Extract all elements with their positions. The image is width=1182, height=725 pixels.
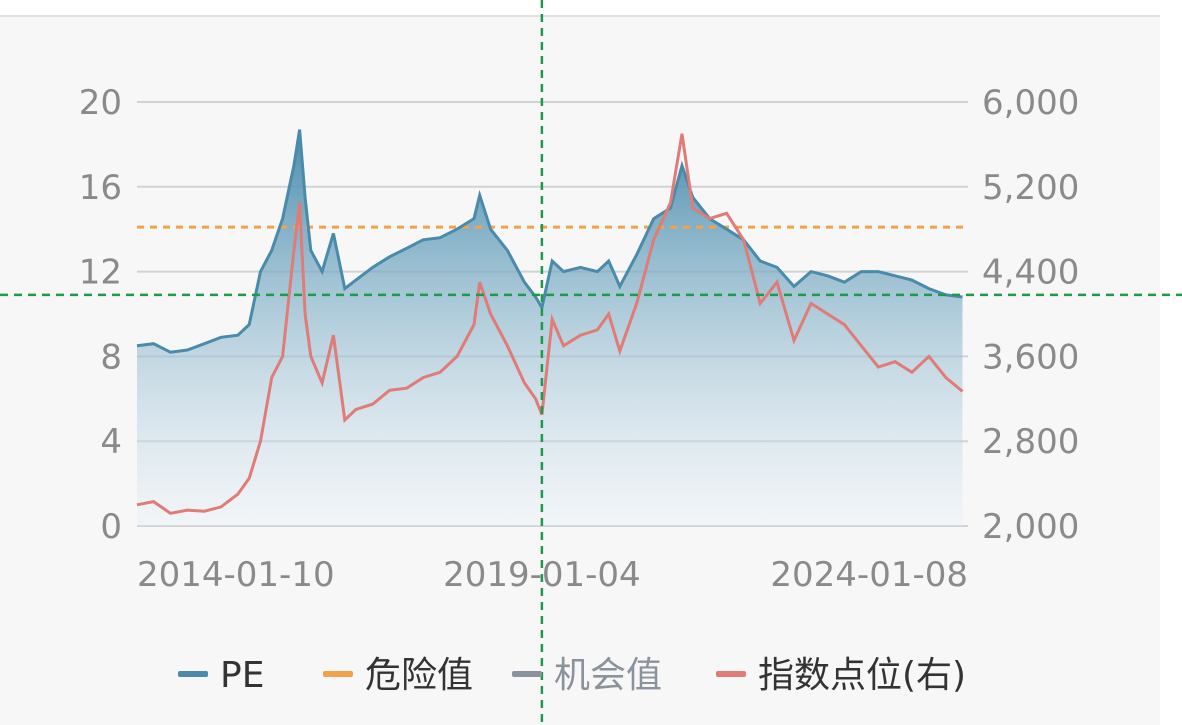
index-series-line: [136, 133, 964, 515]
legend-item-index[interactable]: 指数点位(右): [716, 655, 966, 696]
left-tick-label: 4: [100, 422, 122, 462]
right-tick-label: 2,800: [982, 422, 1079, 462]
x-axis: 2014-01-10 2019-01-04 2024-01-08: [137, 555, 968, 595]
left-tick-label: 20: [79, 83, 122, 123]
legend: PE 危险值 机会值 指数点位(右): [178, 655, 966, 696]
legend-swatch: [512, 671, 542, 677]
left-y-axis: 0 4 8 12 16 20: [79, 83, 122, 547]
legend-label: 危险值: [365, 655, 473, 696]
legend-item-danger[interactable]: 危险值: [323, 655, 473, 696]
left-tick-label: 12: [79, 253, 122, 293]
right-tick-label: 6,000: [982, 83, 1079, 123]
legend-label: PE: [220, 655, 264, 696]
legend-swatch: [716, 671, 746, 677]
right-y-axis: 2,000 2,800 3,600 4,400 5,200 6,000: [982, 83, 1079, 547]
right-tick-label: 4,400: [982, 253, 1079, 293]
left-tick-label: 16: [79, 168, 122, 208]
x-tick-label: 2014-01-10: [137, 555, 335, 595]
legend-item-opportunity[interactable]: 机会值: [512, 655, 662, 696]
x-tick-label: 2024-01-08: [770, 555, 968, 595]
legend-label: 指数点位(右): [758, 655, 966, 696]
pe-series-line: [136, 129, 963, 354]
right-tick-label: 3,600: [982, 337, 1079, 377]
legend-swatch: [178, 671, 208, 677]
right-tick-label: 2,000: [982, 507, 1079, 547]
left-tick-label: 0: [100, 507, 122, 547]
legend-item-pe[interactable]: PE: [178, 655, 264, 696]
left-tick-label: 8: [100, 337, 122, 377]
legend-swatch: [323, 671, 353, 677]
right-tick-label: 5,200: [982, 168, 1079, 208]
legend-label: 机会值: [554, 655, 662, 696]
pe-area: [137, 129, 963, 526]
